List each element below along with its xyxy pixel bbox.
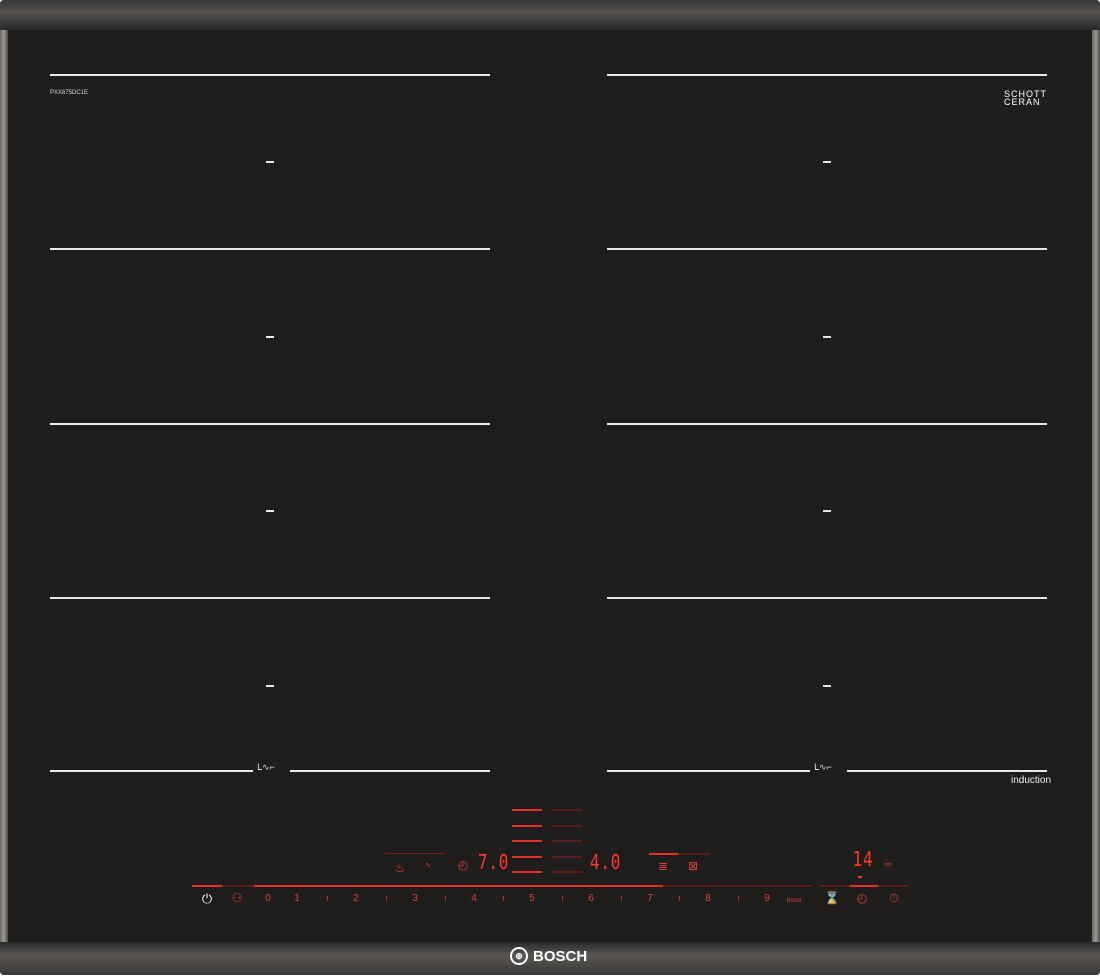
move-function-icon[interactable]: ≣ <box>657 859 669 873</box>
zone-divider <box>50 74 490 76</box>
level-tick <box>503 896 504 901</box>
level-tick <box>562 896 563 901</box>
zone-divider <box>607 770 810 772</box>
power-level-1[interactable]: 1 <box>294 893 300 904</box>
zone-center-mark <box>823 161 831 163</box>
level-bar-dim <box>552 809 582 811</box>
zone-center-mark <box>823 336 831 338</box>
power-level-5[interactable]: 5 <box>529 893 535 904</box>
timer-unit: min <box>884 862 893 868</box>
level-bar-dim <box>552 856 582 858</box>
power-level-7[interactable]: 7 <box>647 893 653 904</box>
timer-indicator <box>820 885 850 887</box>
power-move-icon[interactable]: ⊠ <box>687 859 699 873</box>
level-bar-dim <box>552 825 582 827</box>
power-icon[interactable]: ⏻ <box>201 891 213 906</box>
power-slider-fill[interactable] <box>254 885 663 887</box>
zone-divider <box>50 597 490 599</box>
zone-divider <box>607 248 1047 250</box>
timer-display: 14 <box>852 847 874 871</box>
level-bar <box>512 871 542 873</box>
level-bar <box>512 825 542 827</box>
left-frame <box>0 30 8 942</box>
zone-divider <box>847 770 1047 772</box>
power-indicator <box>192 885 222 887</box>
zone-divider <box>607 597 1047 599</box>
right-zone-display: 4.0 <box>589 850 622 874</box>
zone-divider <box>50 423 490 425</box>
level-bar <box>512 840 542 842</box>
zone-center-mark <box>823 685 831 687</box>
child-lock-icon[interactable]: ⚇ <box>231 891 243 905</box>
flex-zone-icon: ᒪ∿⌐ <box>814 762 832 772</box>
zone-divider <box>290 770 490 772</box>
function-indicator <box>385 853 445 854</box>
schott-ceran-logo: SCHOTT CERAN <box>1004 89 1047 107</box>
level-tick <box>679 896 680 901</box>
power-level-2[interactable]: 2 <box>353 893 359 904</box>
hourglass-icon[interactable]: ⌛ <box>824 891 840 905</box>
zone-indicator <box>649 853 678 855</box>
zone-divider <box>607 74 1047 76</box>
level-bar-dim <box>552 871 582 873</box>
level-tick <box>621 896 622 901</box>
zone-center-mark <box>266 336 274 338</box>
induction-label: induction <box>1011 775 1052 786</box>
zone-center-mark <box>823 510 831 512</box>
frying-sensor-icon[interactable]: ∿ <box>425 862 431 869</box>
zone-center-mark <box>266 510 274 512</box>
keep-warm-icon[interactable]: ♨ <box>394 861 406 875</box>
level-bar <box>512 809 542 811</box>
right-frame <box>1092 30 1100 942</box>
power-slider-track[interactable] <box>663 885 811 887</box>
stopwatch-icon[interactable]: ⏱ <box>889 891 899 905</box>
level-bar <box>512 856 542 858</box>
power-level-4[interactable]: 4 <box>471 893 477 904</box>
power-level-8[interactable]: 8 <box>705 893 711 904</box>
flex-zone-icon: ᒪ∿⌐ <box>257 762 275 772</box>
model-label: PXX675DC1E <box>50 90 89 96</box>
top-frame <box>0 0 1100 30</box>
power-level-9[interactable]: 9 <box>764 893 770 904</box>
lock-indicator <box>222 885 254 887</box>
level-tick <box>327 896 328 901</box>
zone-divider <box>50 248 490 250</box>
level-bar-dim <box>552 840 582 842</box>
zone-center-mark <box>266 161 274 163</box>
power-level-0[interactable]: 0 <box>265 893 271 904</box>
timer-icon[interactable]: ◴ <box>457 858 469 872</box>
level-tick <box>738 896 739 901</box>
kitchen-timer-icon[interactable]: ◴ <box>856 891 868 905</box>
bosch-logo: ⊕ BOSCH <box>510 947 587 965</box>
stopwatch-indicator <box>878 885 908 887</box>
indicator-arrow <box>857 876 863 879</box>
zone-divider <box>607 423 1047 425</box>
zone-divider <box>50 770 253 772</box>
bottom-frame <box>0 942 1100 975</box>
boost-button[interactable]: boost <box>787 898 802 904</box>
timer-indicator-active <box>850 885 878 887</box>
zone-center-mark <box>266 685 274 687</box>
left-zone-display: 7.0 <box>477 850 510 874</box>
zone-indicator-dim <box>678 853 710 855</box>
level-tick <box>386 896 387 901</box>
power-level-6[interactable]: 6 <box>588 893 594 904</box>
power-level-3[interactable]: 3 <box>412 893 418 904</box>
level-tick <box>445 896 446 901</box>
